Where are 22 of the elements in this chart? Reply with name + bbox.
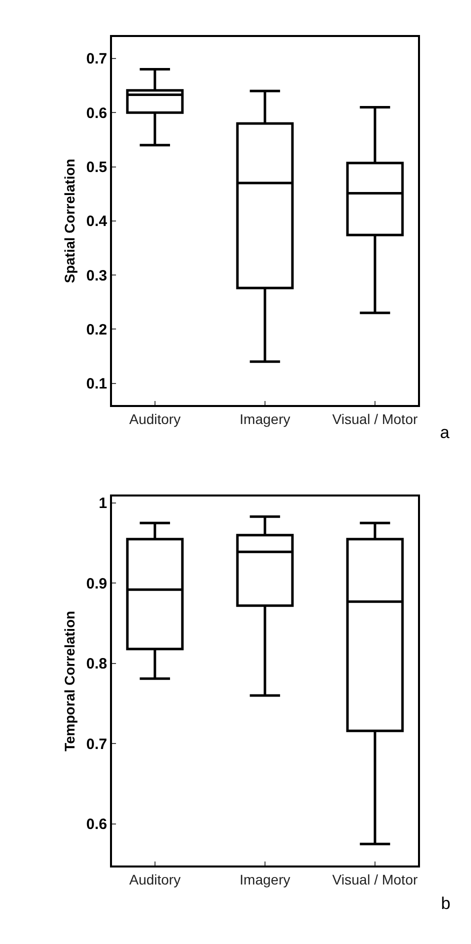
y-tick-label: 0.1	[86, 376, 108, 393]
x-tick-label: Visual / Motor	[332, 410, 418, 427]
y-tick-label: 0.8	[86, 656, 108, 673]
y-tick-label: 0.9	[86, 575, 108, 592]
y-tick-label: 0.5	[86, 159, 108, 176]
y-tick-label: 0.4	[86, 213, 108, 230]
y-tick-label: 0.6	[86, 104, 108, 122]
x-tick-label: Auditory	[129, 871, 181, 888]
x-tick-label: Imagery	[240, 871, 290, 888]
x-tick-label: Visual / Motor	[332, 871, 418, 888]
y-tick-label: 1	[98, 495, 108, 512]
y-tick-label: 0.7	[86, 736, 108, 753]
text: b	[441, 894, 450, 913]
y-tick-label: 0.2	[86, 321, 108, 338]
x-tick-label: Auditory	[129, 410, 181, 427]
y-tick-label: 0.7	[86, 50, 108, 68]
y-axis-title: Temporal Correlation	[61, 610, 78, 752]
y-axis-title: Spatial Correlation	[61, 158, 78, 284]
y-tick-label: 0.3	[86, 267, 108, 284]
text: a	[440, 423, 450, 442]
y-tick-label: 0.6	[86, 816, 108, 834]
x-tick-label: Imagery	[240, 410, 290, 427]
